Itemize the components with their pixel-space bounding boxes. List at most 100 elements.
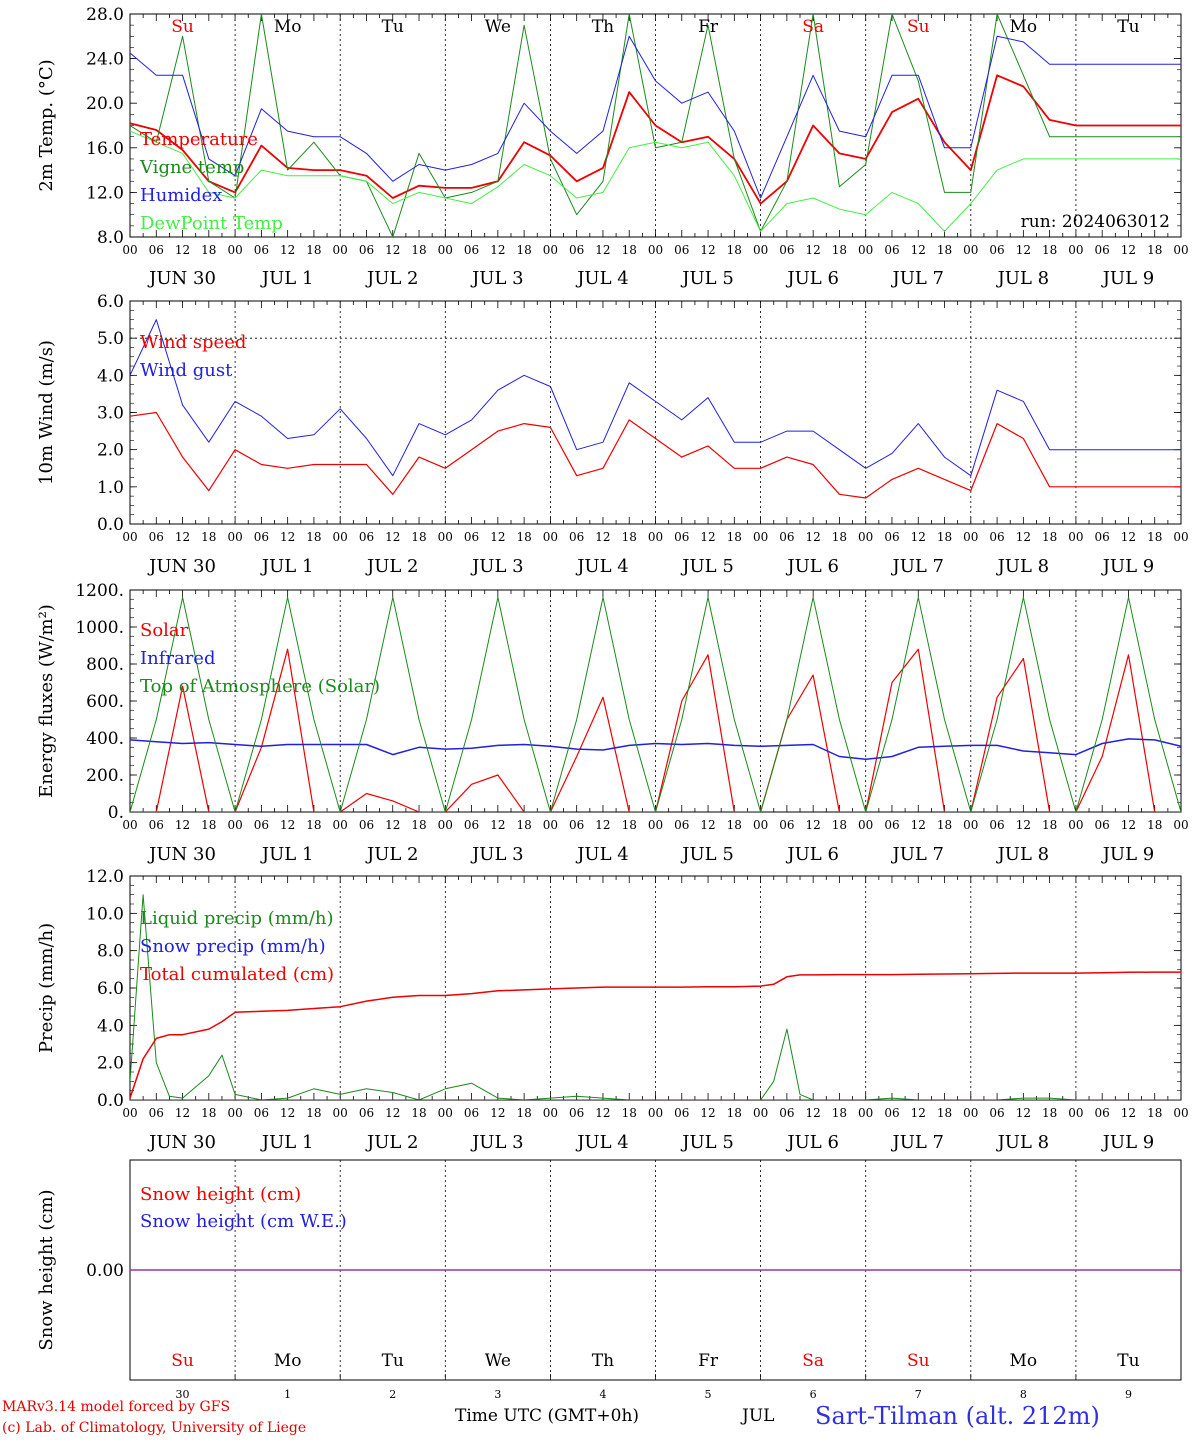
- hour-tick-label: 18: [306, 243, 321, 257]
- hour-tick-label: 12: [490, 1106, 505, 1120]
- hour-tick-label: 12: [385, 1106, 400, 1120]
- hour-tick-label: 06: [1095, 1106, 1110, 1120]
- day-label: JUL 3: [470, 844, 524, 865]
- run-label: run: 2024063012: [1021, 212, 1170, 232]
- hour-tick-label: 00: [122, 530, 137, 544]
- hour-tick-label: 12: [595, 818, 610, 832]
- y-tick-label: 600.: [86, 692, 124, 712]
- legend-entry: Temperature: [140, 129, 258, 150]
- hour-tick-label: 12: [175, 1106, 190, 1120]
- x-axis-label: Time UTC (GMT+0h): [455, 1406, 639, 1426]
- day-label: JUL 6: [785, 556, 839, 577]
- day-label: JUL 5: [680, 556, 734, 577]
- day-label: JUL 4: [575, 268, 629, 289]
- weekday-label: Sa: [802, 17, 824, 37]
- day-label: JUN 30: [147, 268, 216, 289]
- hour-tick-label: 12: [595, 243, 610, 257]
- legend-entry: Vigne temp: [139, 157, 244, 178]
- hour-tick-label: 18: [1147, 1106, 1162, 1120]
- hour-tick-label: 00: [648, 818, 663, 832]
- hour-tick-label: 06: [464, 818, 479, 832]
- hour-tick-label: 00: [963, 530, 978, 544]
- hour-tick-label: 18: [832, 1106, 847, 1120]
- day-label: JUL 7: [890, 844, 944, 865]
- hour-tick-label: 18: [832, 818, 847, 832]
- day-label: JUL 9: [1101, 556, 1155, 577]
- hour-tick-label: 12: [1016, 818, 1031, 832]
- day-label: JUL 2: [365, 1132, 419, 1153]
- hour-tick-label: 00: [963, 243, 978, 257]
- hour-tick-label: 12: [175, 818, 190, 832]
- hour-tick-label: 18: [516, 1106, 531, 1120]
- hour-tick-label: 12: [1016, 243, 1031, 257]
- hour-tick-label: 00: [438, 243, 453, 257]
- day-label: JUL 7: [890, 556, 944, 577]
- legend-entry: Liquid precip (mm/h): [140, 908, 334, 929]
- day-label: JUL 3: [470, 1132, 524, 1153]
- day-label: JUL 2: [365, 268, 419, 289]
- hour-tick-label: 18: [937, 530, 952, 544]
- hour-tick-label: 06: [779, 530, 794, 544]
- hour-tick-label: 00: [438, 818, 453, 832]
- hour-tick-label: 18: [411, 243, 426, 257]
- y-tick-label: 12.0: [86, 183, 124, 203]
- day-label: JUL 4: [575, 1132, 629, 1153]
- hour-tick-label: 00: [753, 1106, 768, 1120]
- y-tick-label: 800.: [86, 655, 124, 675]
- day-number: 7: [915, 1388, 922, 1401]
- day-number: 2: [389, 1388, 396, 1401]
- hour-tick-label: 06: [569, 530, 584, 544]
- day-number: 6: [810, 1388, 817, 1401]
- weekday-label: Mo: [1010, 1351, 1038, 1371]
- day-label: JUL 4: [575, 556, 629, 577]
- hour-tick-label: 18: [937, 243, 952, 257]
- y-tick-label: 8.0: [97, 942, 124, 962]
- hour-tick-label: 06: [989, 243, 1004, 257]
- hour-tick-label: 00: [333, 243, 348, 257]
- month-label: JUL: [742, 1406, 774, 1426]
- y-tick-label: 20.0: [86, 94, 124, 114]
- day-label: JUL 9: [1101, 268, 1155, 289]
- day-label: JUL 3: [470, 556, 524, 577]
- hour-tick-label: 12: [490, 818, 505, 832]
- day-label: JUN 30: [147, 844, 216, 865]
- y-tick-label: 3.0: [97, 404, 124, 424]
- day-label: JUL 7: [890, 1132, 944, 1153]
- hour-tick-label: 00: [648, 1106, 663, 1120]
- hour-tick-label: 00: [963, 1106, 978, 1120]
- hour-tick-label: 06: [674, 530, 689, 544]
- legend-entry: Snow precip (mm/h): [140, 936, 326, 957]
- hour-tick-label: 06: [149, 1106, 164, 1120]
- hour-tick-label: 12: [1121, 243, 1136, 257]
- y-tick-label: 4.0: [97, 366, 124, 386]
- hour-tick-label: 18: [727, 530, 742, 544]
- hour-tick-label: 00: [963, 818, 978, 832]
- hour-tick-label: 12: [806, 818, 821, 832]
- hour-tick-label: 00: [1173, 818, 1188, 832]
- y-tick-label: 2.0: [97, 441, 124, 461]
- y-tick-label: 5.0: [97, 329, 124, 349]
- day-label: JUL 9: [1101, 844, 1155, 865]
- weekday-label: Tu: [382, 1351, 404, 1371]
- weekday-label: Tu: [1117, 1351, 1139, 1371]
- day-label: JUL 2: [365, 556, 419, 577]
- hour-tick-label: 00: [1173, 1106, 1188, 1120]
- hour-tick-label: 18: [306, 530, 321, 544]
- hour-tick-label: 12: [280, 818, 295, 832]
- y-tick-label: 6.0: [97, 292, 124, 312]
- series-line-wind-0: [130, 413, 1181, 499]
- y-tick-label: 12.0: [86, 867, 124, 887]
- hour-tick-label: 00: [858, 243, 873, 257]
- day-number: 9: [1125, 1388, 1132, 1401]
- y-tick-label: 16.0: [86, 139, 124, 159]
- hour-tick-label: 12: [911, 818, 926, 832]
- y-tick-label: 1.0: [97, 478, 124, 498]
- weekday-label: Su: [171, 17, 194, 37]
- legend-entry: Total cumulated (cm): [140, 964, 334, 985]
- weekday-label: Fr: [698, 17, 719, 37]
- y-tick-label: 1200.: [75, 581, 124, 601]
